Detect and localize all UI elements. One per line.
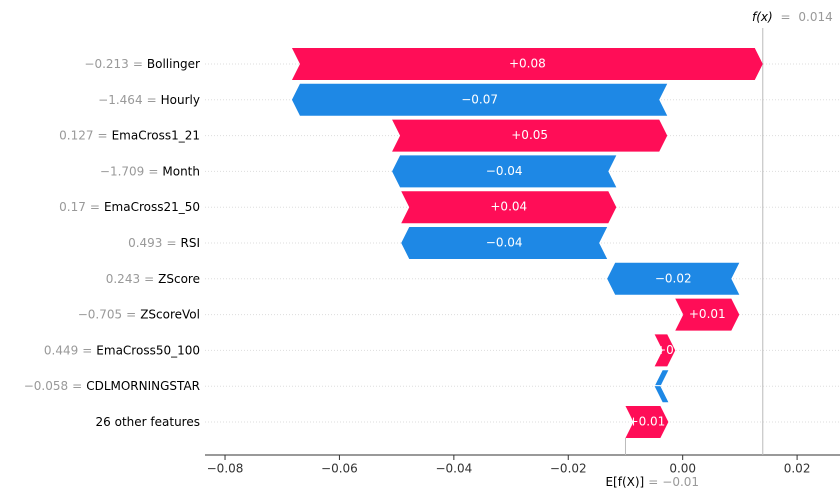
bar [654,334,676,367]
x-tick-label: −0.06 [321,462,358,476]
separator: = [166,236,176,250]
bar [401,191,617,224]
feature-label: 0.449 = EmaCross50_100 [44,343,200,357]
feature-value: 0.127 [59,128,93,142]
bar [401,227,608,259]
feature-value: 0.449 [44,343,78,357]
bar [654,370,669,403]
value-label: −0.02 [655,271,692,285]
x-tick-label: −0.02 [550,462,587,476]
feature-label: 26 other features [96,415,200,429]
value-label: −0.04 [486,236,523,250]
feature-label: 0.127 = EmaCross1_21 [59,128,200,142]
bar [392,119,668,152]
feature-name: EmaCross50_100 [96,343,200,357]
separator: = [133,57,143,71]
output-annotation: f(x) = 0.014 [752,10,833,24]
separator: = [82,343,92,357]
feature-value: 0.17 [59,200,86,214]
x-tick-label: −0.08 [207,462,244,476]
feature-name: Bollinger [147,57,200,71]
feature-name: ZScore [158,271,200,285]
feature-name: Month [162,164,200,178]
bar [607,262,740,295]
bar [291,48,763,80]
x-tick-label: 0.02 [784,462,811,476]
feature-value: −0.213 [84,57,128,71]
feature-name: EmaCross21_50 [104,200,200,214]
feature-name: Hourly [161,92,200,106]
value-label: −0.07 [461,92,498,106]
feature-name: RSI [181,236,201,250]
x-tick-label: −0.04 [435,462,472,476]
feature-value: −1.464 [98,92,142,106]
output-value: 0.014 [798,10,832,24]
value-label: +0.08 [509,57,546,71]
value-label: −0.04 [486,164,523,178]
value-label: +0.05 [511,128,548,142]
separator: = [98,128,108,142]
separator: = [72,379,82,393]
x-tick-label: 0.00 [669,462,696,476]
value-label: −0 [653,379,671,393]
value-label: +0.01 [629,415,666,429]
feature-value: −1.709 [100,164,144,178]
bar [675,298,740,331]
feature-value: −0.058 [24,379,68,393]
feature-label: −0.213 = Bollinger [84,57,200,71]
base-annotation: E[f(X)] = −0.01 [605,475,699,489]
feature-label: 0.17 = EmaCross21_50 [59,200,200,214]
feature-name: ZScoreVol [140,307,200,321]
separator: = [144,271,154,285]
feature-name: EmaCross1_21 [112,128,200,142]
separator: = [648,475,658,489]
feature-label: −0.705 = ZScoreVol [78,307,200,321]
output-label: f(x) [752,10,773,24]
bar [625,406,669,438]
separator: = [90,200,100,214]
separator: = [781,10,791,24]
bar [392,155,617,188]
feature-value: 0.493 [128,236,162,250]
feature-value: −0.705 [78,307,122,321]
bar [291,83,668,116]
feature-label: −0.058 = CDLMORNINGSTAR [24,379,200,393]
feature-label: 0.243 = ZScore [106,271,200,285]
feature-value: 0.243 [106,271,140,285]
base-label: E[f(X)] [605,475,644,489]
value-label: +0 [656,343,674,357]
feature-name: CDLMORNINGSTAR [86,379,200,393]
feature-label: −1.709 = Month [100,164,200,178]
value-label: +0.01 [689,307,726,321]
separator: = [126,307,136,321]
value-label: +0.04 [490,200,527,214]
base-value: −0.01 [662,475,699,489]
feature-label: −1.464 = Hourly [98,92,200,106]
separator: = [147,92,157,106]
feature-label: 0.493 = RSI [128,236,200,250]
feature-name: 26 other features [96,415,200,429]
separator: = [148,164,158,178]
